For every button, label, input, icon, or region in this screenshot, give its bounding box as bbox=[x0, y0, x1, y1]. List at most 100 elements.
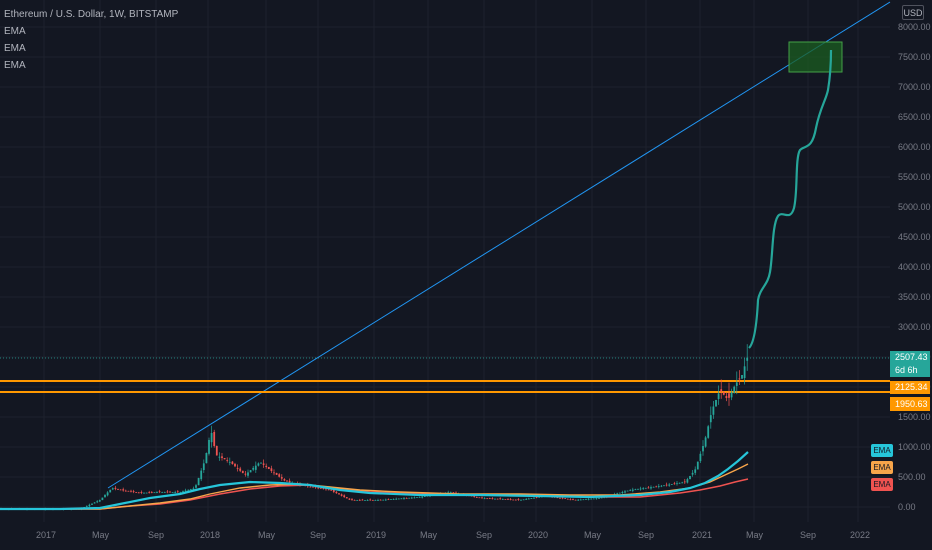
candle-body bbox=[239, 468, 242, 471]
candle-body bbox=[520, 499, 522, 501]
target-box[interactable] bbox=[788, 41, 843, 73]
candle-body bbox=[699, 453, 702, 462]
ema-mid-tag: EMA bbox=[871, 461, 893, 474]
candle-body bbox=[122, 489, 125, 491]
trendline[interactable] bbox=[107, 1, 891, 489]
candle-body bbox=[670, 484, 673, 485]
ema-slow-tag: EMA bbox=[871, 478, 893, 491]
candle-body bbox=[595, 498, 598, 500]
candle-body bbox=[210, 433, 213, 443]
time-tick: May bbox=[746, 530, 764, 540]
candle-body bbox=[592, 498, 595, 500]
indicator-label-ema-1[interactable]: EMA bbox=[4, 26, 26, 37]
time-tick: May bbox=[92, 530, 110, 540]
candle-body bbox=[712, 406, 715, 415]
candle-body bbox=[392, 498, 395, 500]
currency-button[interactable]: USD bbox=[902, 5, 924, 20]
candle-body bbox=[353, 499, 356, 501]
candle-body bbox=[364, 500, 366, 501]
candle-body bbox=[241, 470, 244, 474]
candle-body bbox=[135, 492, 138, 493]
candle-body bbox=[309, 486, 312, 488]
candle-body bbox=[247, 472, 249, 476]
candle-body bbox=[514, 499, 517, 501]
candle-body bbox=[335, 491, 338, 494]
candle-body bbox=[215, 445, 218, 456]
candle-body bbox=[257, 463, 260, 466]
level-lower-tag: 1950.63 bbox=[890, 397, 930, 411]
indicator-label-ema-3[interactable]: EMA bbox=[4, 60, 26, 71]
candle-body bbox=[202, 463, 205, 471]
candle-body bbox=[538, 496, 541, 498]
time-tick: 2021 bbox=[692, 530, 713, 540]
candle-body bbox=[668, 484, 671, 486]
symbol-title[interactable]: Ethereum / U.S. Dollar, 1W, BITSTAMP bbox=[4, 9, 179, 20]
candle-body bbox=[733, 386, 736, 393]
candle-body bbox=[369, 499, 372, 501]
candle-body bbox=[117, 489, 119, 490]
candle-body bbox=[525, 499, 528, 500]
time-tick: 2018 bbox=[200, 530, 221, 540]
candle-body bbox=[561, 497, 564, 499]
candle-body bbox=[179, 491, 182, 493]
candle-body bbox=[598, 498, 600, 499]
projection-path[interactable] bbox=[748, 49, 833, 349]
candle-body bbox=[696, 461, 699, 470]
candle-body bbox=[694, 469, 697, 473]
candle-body bbox=[278, 474, 281, 477]
candle-body bbox=[743, 366, 746, 379]
candle-body bbox=[319, 488, 322, 489]
price-tick: 1500.00 bbox=[898, 412, 931, 422]
candle-body bbox=[265, 465, 268, 467]
candle-body bbox=[494, 498, 496, 500]
price-tick: 6500.00 bbox=[898, 112, 931, 122]
candle-body bbox=[205, 453, 208, 464]
candle-body bbox=[704, 437, 707, 447]
time-tick: May bbox=[584, 530, 602, 540]
price-tick: 3000.00 bbox=[898, 322, 931, 332]
candle-body bbox=[200, 470, 203, 480]
indicator-label-ema-2[interactable]: EMA bbox=[4, 43, 26, 54]
candle-body bbox=[421, 496, 424, 498]
last-price-tag: 2507.43 6d 6h bbox=[890, 351, 930, 377]
candle-body bbox=[361, 499, 364, 501]
candle-body bbox=[642, 488, 645, 490]
candle-body bbox=[452, 492, 455, 493]
candle-body bbox=[637, 488, 639, 490]
candle-body bbox=[377, 500, 379, 501]
time-tick: May bbox=[420, 530, 438, 540]
candle-body bbox=[85, 505, 88, 507]
candle-body bbox=[98, 500, 101, 502]
candle-body bbox=[119, 489, 122, 491]
candle-body bbox=[374, 500, 377, 501]
price-tick: 8000.00 bbox=[898, 22, 931, 32]
candle-body bbox=[455, 492, 457, 494]
candle-body bbox=[517, 499, 520, 500]
time-tick: Sep bbox=[638, 530, 655, 540]
candle-body bbox=[169, 491, 171, 493]
price-tick: 5000.00 bbox=[898, 202, 931, 212]
candle-body bbox=[426, 495, 429, 497]
candle-body bbox=[150, 492, 153, 493]
candle-body bbox=[262, 463, 265, 465]
time-tick: 2019 bbox=[366, 530, 387, 540]
candle-body bbox=[691, 472, 694, 475]
candle-body bbox=[473, 496, 476, 497]
candle-body bbox=[348, 498, 351, 500]
candle-body bbox=[585, 499, 587, 500]
candle-body bbox=[572, 499, 574, 500]
candle-body bbox=[91, 503, 93, 505]
candle-body bbox=[153, 492, 156, 494]
candle-body bbox=[330, 489, 333, 491]
candle-body bbox=[288, 480, 291, 483]
candle-body bbox=[556, 497, 559, 499]
candle-body bbox=[735, 382, 738, 386]
candle-body bbox=[101, 497, 104, 501]
candle-body bbox=[93, 502, 96, 504]
candle-body bbox=[413, 497, 416, 499]
candle-body bbox=[522, 499, 525, 501]
price-tick: 500.00 bbox=[898, 472, 926, 482]
bar-countdown: 6d 6h bbox=[895, 365, 918, 375]
candle-body bbox=[702, 446, 704, 452]
